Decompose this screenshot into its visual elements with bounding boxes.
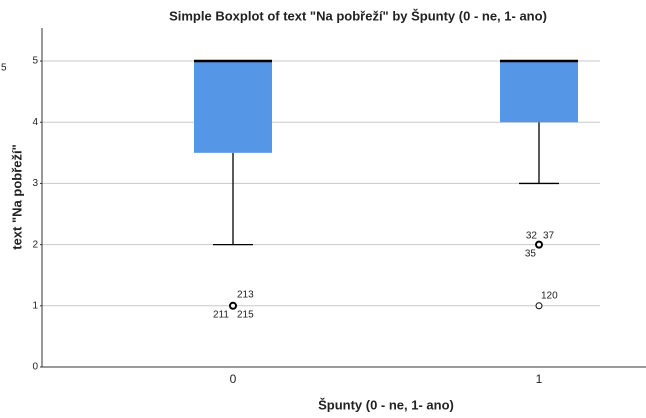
chart-title: Simple Boxplot of text "Na pobřeží" by Š…: [169, 8, 547, 23]
box: [500, 61, 578, 123]
outlier-label: 37: [543, 230, 555, 241]
corner-label: 5: [1, 63, 7, 74]
y-tick-label: 4: [32, 117, 38, 128]
x-tick-label: 0: [230, 372, 237, 386]
outlier: [535, 240, 543, 249]
outlier: [535, 302, 543, 310]
x-tick-label: 1: [536, 372, 543, 386]
y-tick-label: 1: [32, 300, 38, 311]
y-tick-label: 0: [32, 362, 38, 373]
outlier-label: 215: [237, 309, 254, 320]
outlier: [229, 301, 237, 310]
outlier-label: 32: [526, 230, 538, 241]
y-tick-label: 5: [32, 56, 38, 67]
outlier-label: 211: [213, 309, 229, 320]
y-axis-label: text "Na pobřeží": [9, 144, 24, 250]
box: [194, 61, 272, 153]
outlier-label: 120: [541, 290, 558, 301]
outlier-label: 213: [237, 289, 254, 300]
y-tick-label: 3: [32, 178, 38, 189]
outlier-label: 35: [525, 248, 537, 259]
x-axis-label: Špunty (0 - ne, 1- ano): [318, 397, 454, 412]
y-tick-label: 2: [32, 239, 38, 250]
